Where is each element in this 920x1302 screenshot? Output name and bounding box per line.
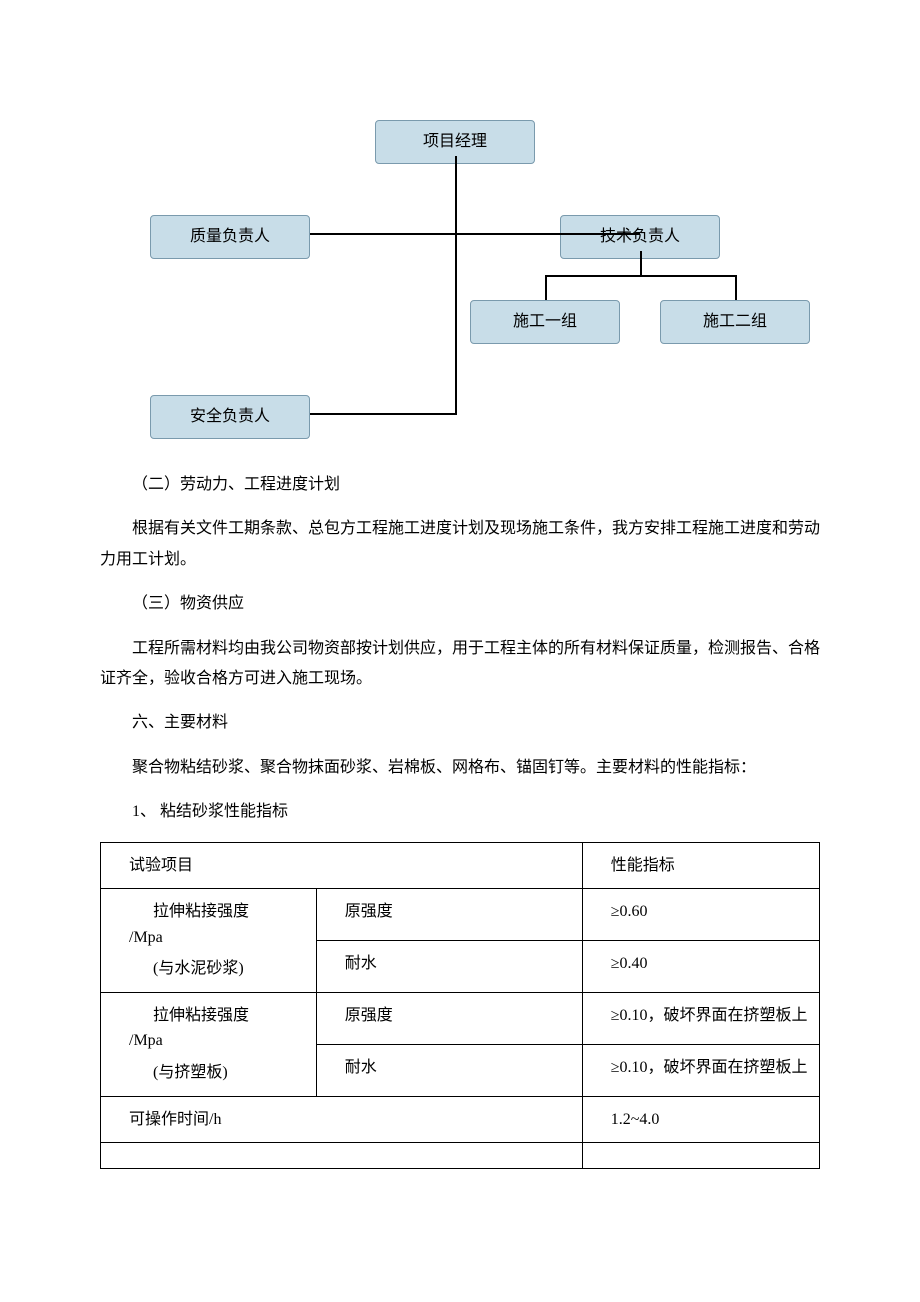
table-cell-empty (582, 1143, 819, 1169)
document-body: （二）劳动力、工程进度计划 根据有关文件工期条款、总包方工程施工进度计划及现场施… (100, 470, 820, 1169)
org-chart: 项目经理 质量负责人 技术负责人 施工一组 施工二组 安全负责人 (100, 120, 820, 440)
heading-labor-plan: （二）劳动力、工程进度计划 (100, 470, 820, 500)
paragraph-material-supply: 工程所需材料均由我公司物资部按计划供应，用于工程主体的所有材料保证质量，检测报告… (100, 634, 820, 695)
table-row: 拉伸粘接强度 /Mpa (与水泥砂浆) 原强度 ≥0.60 (101, 889, 820, 941)
heading-main-materials: 六、主要材料 (100, 708, 820, 738)
node-team-2: 施工二组 (660, 300, 810, 344)
table-cell: 可操作时间/h (101, 1096, 583, 1143)
org-line (310, 233, 640, 235)
table-cell: ≥0.10，破坏界面在挤塑板上 (582, 1044, 819, 1096)
table-cell: 耐水 (316, 941, 582, 993)
table-cell: ≥0.60 (582, 889, 819, 941)
org-line (455, 156, 457, 414)
table-cell: 拉伸粘接强度 /Mpa (与水泥砂浆) (101, 889, 317, 993)
table-cell: 原强度 (316, 889, 582, 941)
table-cell-empty (101, 1143, 583, 1169)
org-line (545, 275, 735, 277)
paragraph-main-materials: 聚合物粘结砂浆、聚合物抹面砂浆、岩棉板、网格布、锚固钉等。主要材料的性能指标： (100, 753, 820, 783)
table-header-cell: 试验项目 (101, 842, 583, 889)
node-safety-lead: 安全负责人 (150, 395, 310, 439)
heading-material-supply: （三）物资供应 (100, 589, 820, 619)
table-cell: 耐水 (316, 1044, 582, 1096)
org-line (545, 275, 547, 300)
table-row (101, 1143, 820, 1169)
org-line (735, 275, 737, 300)
specs-table: 试验项目 性能指标 拉伸粘接强度 /Mpa (与水泥砂浆) 原强度 ≥0.60 … (100, 842, 820, 1170)
table-header-cell: 性能指标 (582, 842, 819, 889)
org-line (310, 413, 457, 415)
table-cell: 拉伸粘接强度 /Mpa (与挤塑板) (101, 992, 317, 1096)
table-cell: 原强度 (316, 992, 582, 1044)
table-row: 拉伸粘接强度 /Mpa (与挤塑板) 原强度 ≥0.10，破坏界面在挤塑板上 (101, 992, 820, 1044)
table-row: 可操作时间/h 1.2~4.0 (101, 1096, 820, 1143)
table-cell: ≥0.40 (582, 941, 819, 993)
paragraph-labor-plan: 根据有关文件工期条款、总包方工程施工进度计划及现场施工条件，我方安排工程施工进度… (100, 514, 820, 575)
node-team-1: 施工一组 (470, 300, 620, 344)
table-cell: ≥0.10，破坏界面在挤塑板上 (582, 992, 819, 1044)
table-cell: 1.2~4.0 (582, 1096, 819, 1143)
org-line (640, 251, 642, 275)
table-header-row: 试验项目 性能指标 (101, 842, 820, 889)
list-item-1: 1、 粘结砂浆性能指标 (100, 797, 820, 827)
node-quality-lead: 质量负责人 (150, 215, 310, 259)
